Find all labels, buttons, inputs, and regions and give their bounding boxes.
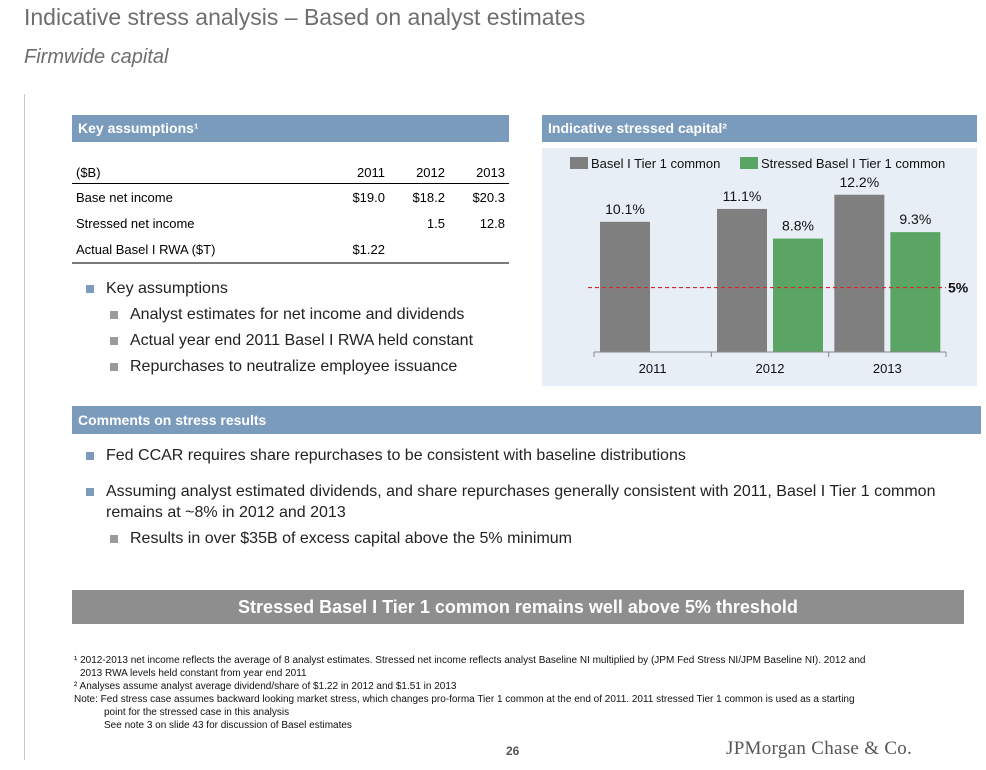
chart-bar: [717, 208, 767, 352]
assumption-item: Analyst estimates for net income and div…: [130, 306, 465, 323]
sub-bullet-marker: [110, 535, 118, 543]
table-cell: Base net income: [76, 189, 173, 205]
company-logo: JPMorgan Chase & Co.: [726, 738, 913, 759]
table-cell: $19.0: [352, 189, 385, 205]
chart-bar: [773, 238, 823, 352]
table-header-cell: 2013: [449, 161, 509, 184]
legend-label: Stressed Basel I Tier 1 common: [761, 156, 945, 171]
assumption-item: Repurchases to neutralize employee issua…: [130, 358, 458, 375]
threshold-label: 5%: [948, 280, 969, 296]
footnote: Note: Fed stress case assumes backward l…: [74, 694, 855, 705]
footnote: point for the stressed case in this anal…: [104, 707, 290, 718]
page-subtitle: Firmwide capital: [24, 46, 169, 68]
chart-bar: [834, 194, 885, 352]
chart-panel: Basel I Tier 1 common Stressed Basel I Ti…: [542, 148, 977, 386]
table-cell: Actual Basel I RWA ($T): [72, 236, 329, 264]
table-cell: $20.3: [472, 189, 505, 205]
stressed-capital-chart: Basel I Tier 1 common Stressed Basel I Ti…: [570, 156, 969, 376]
stressed-capital-header: Indicative stressed capital²: [542, 115, 977, 142]
bar-value-label: 9.3%: [899, 211, 931, 227]
sub-bullet-marker: [110, 337, 118, 345]
table-cell: 1.5: [426, 215, 445, 231]
comment-item: Assuming analyst estimated dividends, an…: [106, 483, 936, 500]
table-row: Actual Basel I RWA ($T) $1.22: [72, 236, 509, 264]
table-header-row: ($B) 2011 2012 2013: [72, 161, 509, 184]
table-cell: $18.2: [412, 189, 445, 205]
sub-bullet-marker: [110, 311, 118, 319]
x-tick-label: 2011: [639, 361, 667, 376]
table-cell: Stressed net income: [76, 215, 195, 231]
bullet-marker: [86, 488, 94, 496]
table-cell: 12.8: [479, 215, 505, 231]
table-header-cell: 2012: [389, 161, 449, 184]
page-number: 26: [506, 744, 520, 758]
bar-value-label: 8.8%: [782, 218, 814, 234]
bar-value-label: 11.1%: [723, 188, 762, 204]
chart-bar: [890, 232, 941, 352]
bar-value-label: 10.1%: [605, 201, 645, 217]
table-cell: $1.22: [329, 236, 389, 264]
conclusion-banner: Stressed Basel I Tier 1 common remains w…: [72, 590, 964, 624]
footnote: 2013 RWA levels held constant from year …: [80, 668, 307, 679]
table-header-cell: ($B): [72, 161, 329, 184]
comment-item-continued: remains at ~8% in 2012 and 2013: [106, 504, 346, 521]
key-assumptions-bullet: Key assumptions: [106, 280, 228, 297]
bullet-marker: [86, 285, 94, 293]
table-cell: [449, 236, 509, 264]
comment-sub-item: Results in over $35B of excess capital a…: [130, 530, 572, 547]
footnote: ¹ 2012-2013 net income reflects the aver…: [74, 655, 866, 666]
chart-bar: [600, 221, 650, 352]
footnote: See note 3 on slide 43 for discussion of…: [104, 720, 352, 731]
table-cell: [389, 236, 449, 264]
comments-header: Comments on stress results: [72, 406, 981, 434]
legend-swatch: [570, 157, 588, 169]
x-tick-label: 2013: [873, 361, 902, 376]
legend-label: Basel I Tier 1 common: [591, 156, 720, 171]
bar-value-label: 12.2%: [839, 174, 879, 190]
left-divider: [24, 94, 25, 760]
table-cell: [329, 210, 389, 236]
bullet-marker: [86, 452, 94, 460]
key-assumptions-header: Key assumptions¹: [72, 115, 509, 142]
assumptions-table: ($B) 2011 2012 2013 Base net income $19.…: [72, 161, 509, 264]
assumption-item: Actual year end 2011 Basel I RWA held co…: [130, 332, 474, 349]
sub-bullet-marker: [110, 363, 118, 371]
legend-swatch: [740, 157, 758, 169]
page-title: Indicative stress analysis – Based on an…: [24, 4, 586, 30]
footnote: ² Analyses assume analyst average divide…: [74, 681, 457, 692]
comment-item: Fed CCAR requires share repurchases to b…: [106, 447, 686, 464]
table-header-cell: 2011: [329, 161, 389, 184]
table-row: Base net income $19.0 $18.2 $20.3: [72, 184, 509, 211]
x-tick-label: 2012: [756, 361, 785, 376]
table-row: Stressed net income 1.5 12.8: [72, 210, 509, 236]
